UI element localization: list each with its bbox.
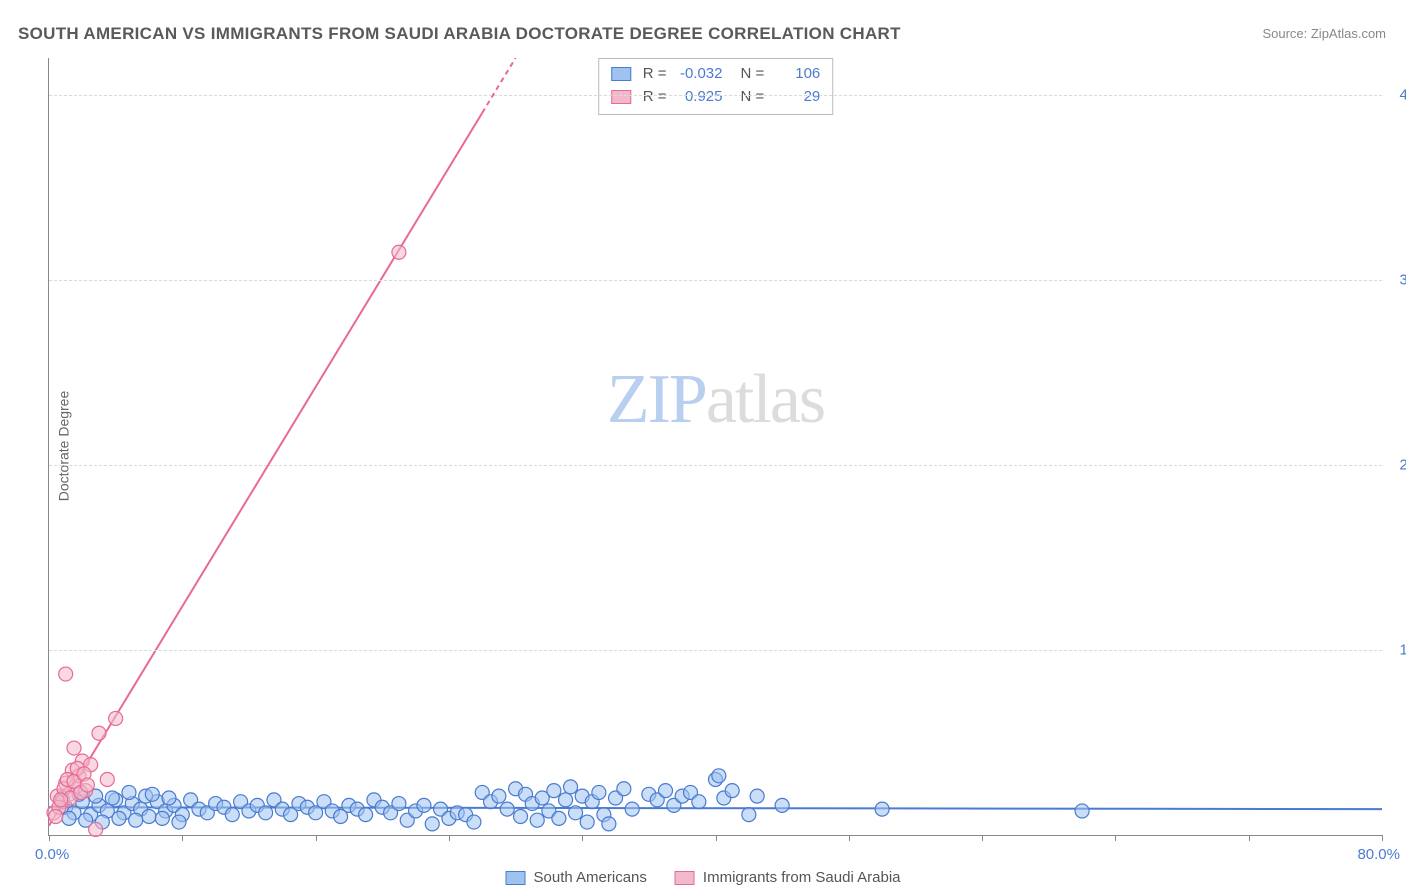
gridline [49,95,1382,96]
gridline [49,465,1382,466]
y-tick-label: 30.0% [1399,272,1406,289]
data-point [392,797,406,811]
x-tick [582,835,583,841]
data-point [392,245,406,259]
data-point [100,773,114,787]
data-point [162,791,176,805]
data-point [659,784,673,798]
chart-title: SOUTH AMERICAN VS IMMIGRANTS FROM SAUDI … [18,24,901,44]
data-point [225,808,239,822]
x-tick [316,835,317,841]
stats-legend: R = -0.032 N = 106 R = 0.925 N = 29 [598,58,834,115]
data-point [875,802,889,816]
data-point [62,811,76,825]
data-point [172,815,186,829]
data-point [750,789,764,803]
stat-r-label: R = [643,63,667,86]
data-point [467,815,481,829]
source-label: Source: ZipAtlas.com [1262,26,1386,41]
data-point [712,769,726,783]
stat-n-label: N = [741,86,765,109]
x-tick [449,835,450,841]
legend-item: South Americans [506,869,647,886]
stat-n-value: 106 [772,63,820,86]
data-point [547,784,561,798]
y-tick-label: 40.0% [1399,87,1406,104]
data-point [259,806,273,820]
x-tick [849,835,850,841]
data-point [564,780,578,794]
data-point [129,813,143,827]
data-point [500,802,514,816]
data-point [592,785,606,799]
data-point [80,778,94,792]
data-point [725,784,739,798]
data-point [692,795,706,809]
x-tick [1115,835,1116,841]
data-point [59,667,73,681]
swatch-icon [675,871,695,885]
data-point [625,802,639,816]
data-point [417,798,431,812]
gridline [49,650,1382,651]
data-point [580,815,594,829]
y-tick-label: 10.0% [1399,642,1406,659]
plot-svg [49,58,1382,835]
data-point [552,811,566,825]
stat-r-value: 0.925 [675,86,723,109]
data-point [617,782,631,796]
x-tick [1382,835,1383,841]
series-legend: South Americans Immigrants from Saudi Ar… [506,869,901,886]
data-point [142,810,156,824]
x-tick-label-min: 0.0% [35,846,69,863]
swatch-icon [611,67,631,81]
x-tick [182,835,183,841]
data-point [54,793,68,807]
stats-row: R = -0.032 N = 106 [611,63,821,86]
stat-r-label: R = [643,86,667,109]
x-tick [716,835,717,841]
x-tick [1249,835,1250,841]
data-point [359,808,373,822]
stats-row: R = 0.925 N = 29 [611,86,821,109]
data-point [89,822,103,836]
legend-label: South Americans [534,869,647,886]
swatch-icon [611,90,631,104]
data-point [92,726,106,740]
legend-label: Immigrants from Saudi Arabia [703,869,901,886]
swatch-icon [506,871,526,885]
data-point [602,817,616,831]
data-point [105,791,119,805]
data-point [49,810,63,824]
data-point [67,741,81,755]
data-point [559,793,573,807]
data-point [425,817,439,831]
data-point [530,813,544,827]
data-point [569,806,583,820]
data-point [112,811,126,825]
stat-r-value: -0.032 [675,63,723,86]
x-tick [982,835,983,841]
data-point [775,798,789,812]
y-tick-label: 20.0% [1399,457,1406,474]
data-point [109,711,123,725]
x-tick-label-max: 80.0% [1357,846,1400,863]
gridline [49,280,1382,281]
legend-item: Immigrants from Saudi Arabia [675,869,901,886]
x-tick [49,835,50,841]
data-point [155,811,169,825]
data-point [742,808,756,822]
data-point [1075,804,1089,818]
data-point [145,787,159,801]
stat-n-value: 29 [772,86,820,109]
data-point [492,789,506,803]
data-point [122,785,136,799]
data-point [514,810,528,824]
plot-area: ZIPatlas R = -0.032 N = 106 R = 0.925 N … [48,58,1382,836]
stat-n-label: N = [741,63,765,86]
